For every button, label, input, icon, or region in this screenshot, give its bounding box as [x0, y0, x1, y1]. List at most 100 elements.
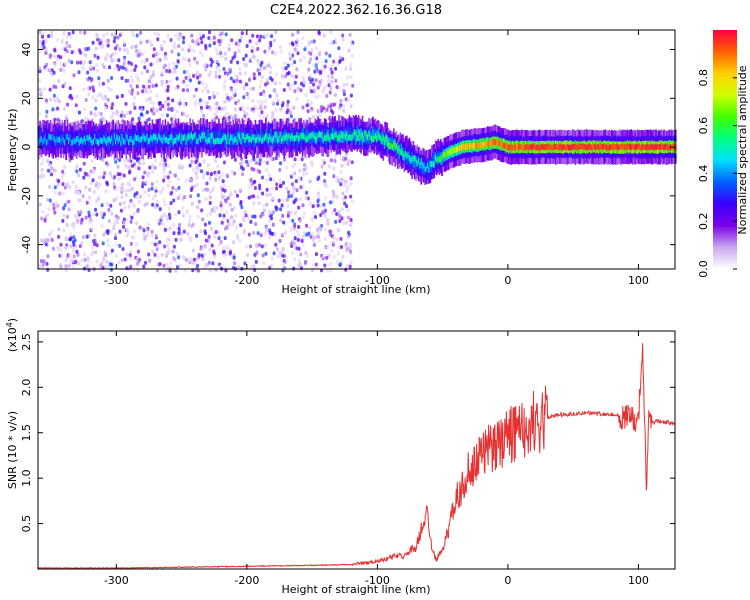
heatmap-cell	[333, 134, 335, 141]
y-tick-label: 0.5	[20, 515, 33, 533]
heatmap-cell	[317, 132, 319, 139]
heatmap-cell	[89, 64, 93, 69]
heatmap-cell	[254, 243, 258, 248]
heatmap-cell	[289, 114, 293, 119]
heatmap-cell	[344, 65, 348, 70]
heatmap-cell	[194, 160, 198, 165]
heatmap-cell	[303, 55, 306, 60]
heatmap-cell	[205, 101, 209, 106]
heatmap-cell	[316, 230, 320, 235]
heatmap-cell	[304, 196, 308, 201]
heatmap-cell	[135, 49, 139, 53]
heatmap-cell	[246, 253, 250, 257]
heatmap-cell	[82, 175, 86, 180]
heatmap-cell	[103, 135, 105, 142]
heatmap-cell	[298, 262, 302, 267]
heatmap-cell	[192, 94, 196, 99]
heatmap-cell	[182, 79, 186, 84]
heatmap-cell	[269, 65, 273, 70]
heatmap-cell	[136, 78, 140, 83]
heatmap-cell	[111, 111, 115, 116]
heatmap-cell	[181, 205, 185, 210]
heatmap-cell	[290, 83, 294, 87]
heatmap-cell	[287, 51, 291, 56]
heatmap-cell	[56, 106, 60, 111]
heatmap-cell	[142, 228, 146, 233]
heatmap-cell	[40, 238, 44, 243]
heatmap-cell	[218, 68, 222, 73]
heatmap-cell	[319, 204, 323, 209]
heatmap-cell	[297, 225, 301, 229]
heatmap-cell	[268, 94, 272, 99]
heatmap-cell	[87, 135, 90, 142]
heatmap-cell	[114, 236, 117, 241]
heatmap-cell	[136, 91, 140, 96]
heatmap-cell	[286, 99, 290, 104]
heatmap-cell	[87, 195, 91, 200]
heatmap-cell	[356, 125, 359, 138]
heatmap-cell	[630, 144, 633, 151]
heatmap-cell	[218, 213, 222, 218]
heatmap-cell	[212, 186, 216, 190]
heatmap-cell	[494, 139, 497, 146]
heatmap-cell	[88, 217, 92, 222]
heatmap-cell	[348, 244, 352, 249]
heatmap-cell	[312, 241, 316, 246]
heatmap-cell	[108, 136, 111, 149]
heatmap-cell	[148, 258, 152, 263]
heatmap-cell	[270, 128, 272, 141]
heatmap-cell	[335, 40, 339, 45]
heatmap-cell	[218, 74, 222, 79]
heatmap-cell	[574, 143, 577, 150]
heatmap-cell	[148, 165, 152, 170]
heatmap-cell	[152, 53, 155, 58]
heatmap-cell	[218, 32, 222, 37]
heatmap-cell	[331, 133, 334, 140]
heatmap-cell	[498, 140, 501, 147]
heatmap-cell	[87, 46, 91, 51]
heatmap-cell	[344, 156, 348, 161]
heatmap-cell	[391, 144, 394, 151]
heatmap-cell	[175, 251, 179, 256]
heatmap-cell	[77, 261, 81, 266]
heatmap-cell	[283, 134, 285, 141]
heatmap-cell	[230, 170, 234, 175]
heatmap-cell	[464, 144, 467, 151]
heatmap-cell	[263, 49, 267, 54]
heatmap-cell	[363, 129, 365, 142]
heatmap-cell	[44, 67, 48, 72]
heatmap-cell	[450, 148, 453, 155]
heatmap-cell	[114, 232, 118, 237]
heatmap-cell	[83, 171, 87, 176]
heatmap-cell	[215, 206, 219, 210]
heatmap-cell	[259, 130, 262, 153]
heatmap-cell	[213, 254, 216, 259]
heatmap-cell	[532, 143, 535, 150]
heatmap-cell	[308, 60, 311, 65]
heatmap-cell	[323, 246, 327, 251]
heatmap-cell	[38, 111, 42, 116]
heatmap-cell	[189, 194, 193, 199]
heatmap-cell	[291, 133, 293, 140]
spectrogram-frame	[37, 29, 676, 270]
heatmap-cell	[299, 88, 303, 93]
heatmap-cell	[74, 138, 77, 145]
heatmap-cell	[104, 137, 107, 144]
heatmap-cell	[69, 233, 73, 238]
heatmap-cell	[222, 67, 226, 71]
heatmap-cell	[234, 101, 238, 105]
heatmap-cell	[142, 134, 144, 147]
heatmap-cell	[224, 99, 228, 104]
heatmap-cell	[46, 254, 50, 259]
heatmap-cell	[154, 233, 158, 238]
heatmap-cell	[90, 136, 92, 143]
heatmap-cell	[164, 56, 168, 61]
heatmap-cell	[241, 172, 245, 177]
heatmap-cell	[77, 135, 79, 142]
heatmap-cell	[188, 44, 192, 49]
heatmap-cell	[577, 143, 579, 150]
heatmap-cell	[167, 138, 169, 144]
heatmap-cell	[194, 132, 197, 138]
heatmap-cell	[159, 135, 161, 141]
heatmap-cell	[262, 159, 266, 164]
